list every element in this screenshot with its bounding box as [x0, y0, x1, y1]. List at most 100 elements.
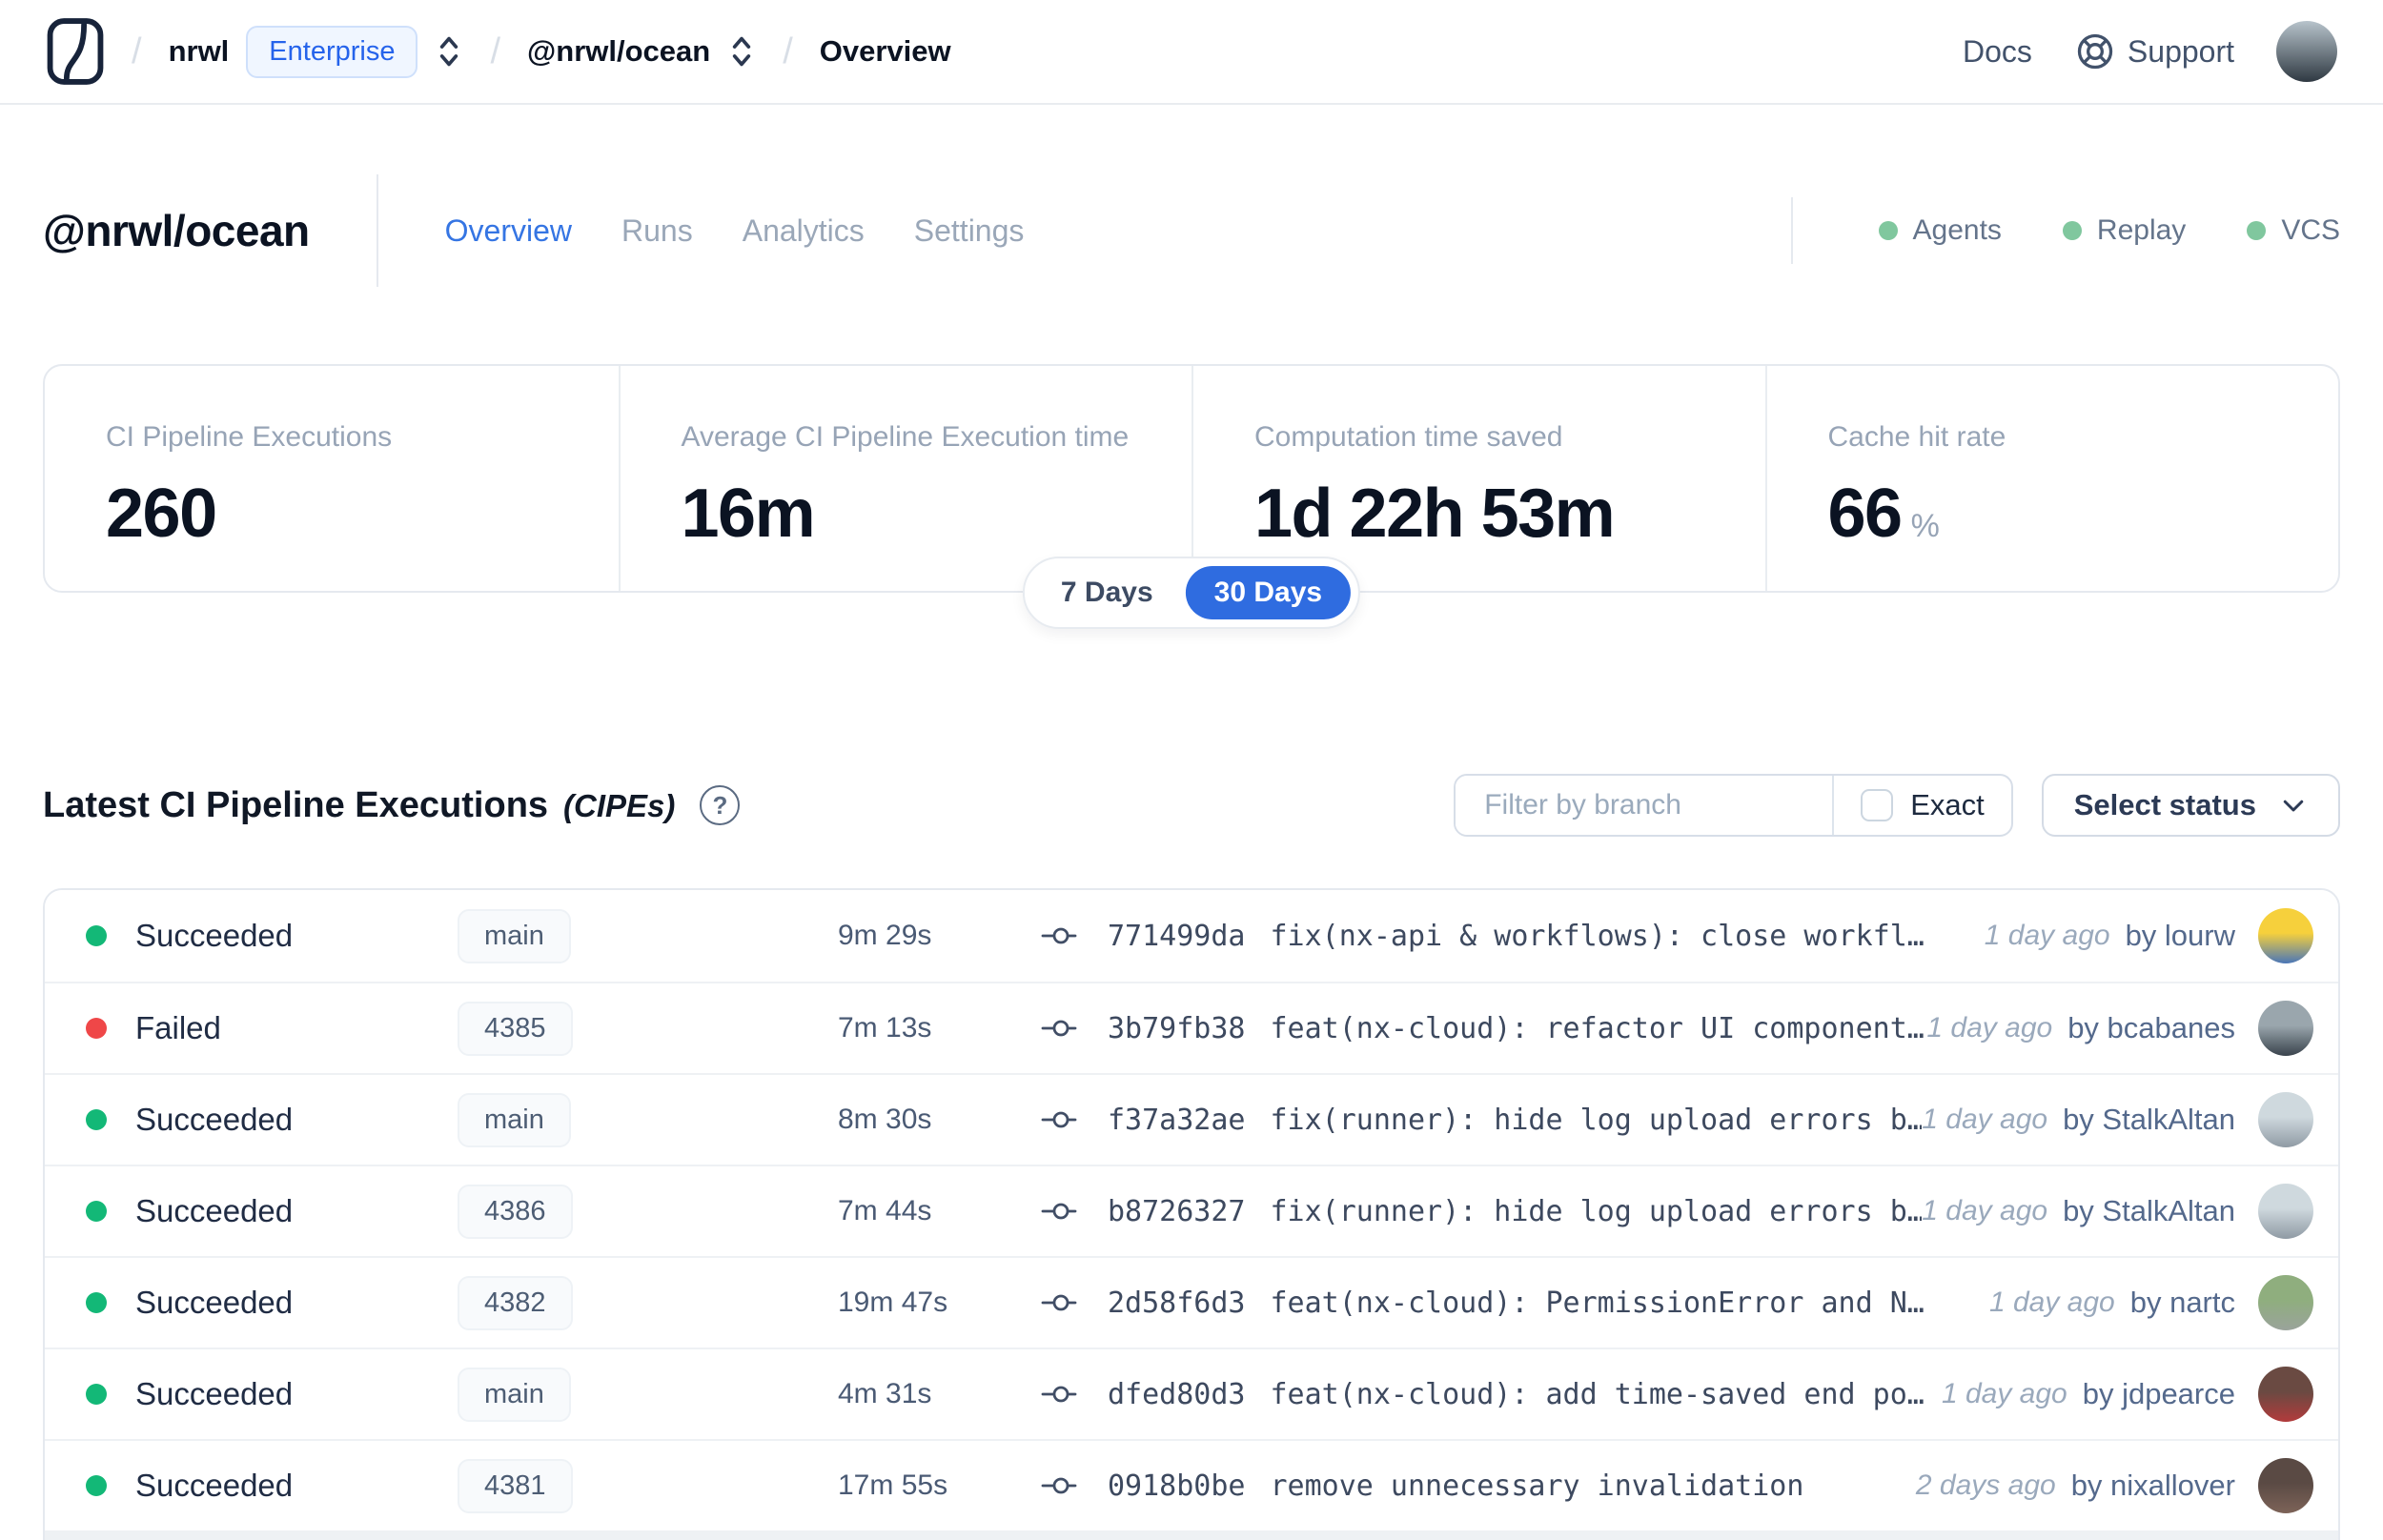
author: by StalkAltan [2063, 1194, 2235, 1227]
table-row[interactable]: Succeeded 4386 7m 44s b8726327 fix(runne… [45, 1165, 2338, 1256]
support-label: Support [2127, 33, 2234, 69]
exact-checkbox[interactable] [1861, 789, 1894, 821]
cipe-table: Succeeded main 9m 29s 771499da fix(nx-ap… [43, 888, 2340, 1540]
author-avatar [2258, 1001, 2313, 1056]
git-commit-icon [1041, 923, 1083, 948]
service-status-group: Agents Replay VCS [1790, 197, 2340, 264]
git-commit-icon [1041, 1107, 1083, 1132]
commit-hash: 771499da [1108, 919, 1246, 953]
workspace-tab[interactable]: Runs [621, 213, 693, 248]
support-link[interactable]: Support [2074, 30, 2234, 72]
status-dot [86, 1018, 107, 1039]
plan-badge[interactable]: Enterprise [246, 25, 418, 78]
cipe-title-sub: (CIPEs) [563, 787, 676, 823]
commit-message: feat(nx-cloud): refactor UI component… [1270, 1011, 1925, 1045]
workspace-tab[interactable]: Overview [444, 213, 573, 248]
status-label: Succeeded [135, 1285, 294, 1320]
branch-cell: 4382 [458, 1275, 838, 1330]
service-status-item[interactable]: VCS [2247, 214, 2340, 247]
breadcrumb-workspace[interactable]: @nrwl/ocean [527, 34, 711, 68]
status-label: Succeeded [135, 1102, 294, 1137]
user-avatar[interactable] [2276, 21, 2337, 82]
stats-section: CI Pipeline Executions 260 Average CI Pi… [43, 364, 2340, 629]
org-switcher-chevrons-icon[interactable] [435, 30, 463, 72]
branch-cell: 4381 [458, 1458, 838, 1513]
service-status-label: Replay [2096, 214, 2187, 246]
commit-cell: f37a32ae fix(runner): hide log upload er… [1041, 1104, 1922, 1137]
git-commit-icon [1041, 1016, 1083, 1041]
time-ago: 1 day ago [1922, 1104, 2048, 1135]
time-ago: 1 day ago [1941, 1378, 2067, 1409]
top-nav: Docs Support [1963, 21, 2337, 82]
stat-label: Average CI Pipeline Execution time [681, 421, 1130, 453]
author: by bcabanes [2067, 1011, 2235, 1044]
table-row[interactable]: Succeeded 4381 17m 55s 0918b0be remove u… [45, 1439, 2338, 1530]
status-cell: Succeeded [86, 1468, 458, 1504]
workspace-tabs: Overview Runs Analytics Settings [445, 213, 1025, 249]
table-row[interactable]: Succeeded main 9m 29s 771499da fix(nx-ap… [45, 890, 2338, 982]
author-avatar [2258, 1367, 2313, 1422]
stat-value: 66% [1828, 475, 2339, 553]
stat-value: 1d 22h 53m [1254, 475, 1765, 553]
branch-cell: 4386 [458, 1184, 838, 1239]
commit-cell: 771499da fix(nx-api & workflows): close … [1041, 920, 1985, 953]
stat-label: Computation time saved [1254, 421, 1563, 453]
help-icon[interactable]: ? [700, 785, 741, 825]
stat-value-number: 16m [681, 476, 816, 552]
chevron-down-icon [2279, 791, 2308, 820]
table-row[interactable]: Succeeded 4382 19m 47s 2d58f6d3 feat(nx-… [45, 1256, 2338, 1348]
docs-link[interactable]: Docs [1963, 34, 2032, 70]
breadcrumb-separator: / [783, 30, 793, 71]
breadcrumb-separator: / [132, 30, 142, 71]
nx-cloud-logo-icon[interactable] [46, 16, 105, 87]
services-divider [1790, 197, 1793, 264]
status-label: Succeeded [135, 1376, 294, 1411]
exact-toggle[interactable]: Exact [1834, 776, 2011, 835]
table-row[interactable]: Succeeded main 8m 30s f37a32ae fix(runne… [45, 1073, 2338, 1165]
breadcrumb: / nrwl Enterprise / @nrwl/ocean / Overvi… [46, 16, 951, 87]
branch-badge: 4382 [458, 1275, 573, 1330]
range-option[interactable]: 30 Days [1185, 566, 1352, 619]
service-status-item[interactable]: Agents [1878, 214, 2002, 247]
workspace-tab[interactable]: Analytics [742, 213, 865, 248]
commit-message: fix(runner): hide log upload errors b… [1270, 1103, 1923, 1137]
commit-cell: 3b79fb38 feat(nx-cloud): refactor UI com… [1041, 1012, 1926, 1045]
time-ago: 1 day ago [1984, 920, 2110, 951]
workspace-title: @nrwl/ocean [43, 206, 310, 255]
table-row[interactable]: Succeeded main 4m 31s dfed80d3 feat(nx-c… [45, 1348, 2338, 1439]
range-toggle: 7 Days 30 Days [1022, 557, 1361, 629]
top-bar: / nrwl Enterprise / @nrwl/ocean / Overvi… [0, 0, 2383, 105]
service-status-item[interactable]: Replay [2062, 214, 2187, 247]
commit-cell: dfed80d3 feat(nx-cloud): add time-saved … [1041, 1378, 1942, 1411]
branch-cell: main [458, 1092, 838, 1147]
branch-filter-input[interactable] [1456, 776, 1833, 835]
stat-value: 260 [106, 475, 619, 553]
filter-divider [1832, 776, 1835, 835]
stat-unit: % [1910, 508, 1940, 544]
git-commit-icon [1041, 1473, 1083, 1498]
branch-cell: 4385 [458, 1001, 838, 1056]
table-next-row-edge [45, 1530, 2338, 1540]
commit-message: remove unnecessary invalidation [1270, 1469, 1804, 1503]
workspace-tab[interactable]: Settings [913, 213, 1025, 248]
stat-card: CI Pipeline Executions 260 [45, 366, 619, 591]
time-ago: 1 day ago [1926, 1012, 2053, 1044]
commit-message: feat(nx-cloud): PermissionError and N… [1270, 1286, 1925, 1320]
workspace-switcher-chevrons-icon[interactable] [727, 30, 756, 72]
author: by nartc [2129, 1286, 2235, 1319]
git-commit-icon [1041, 1290, 1083, 1315]
branch-filter-group: Exact [1454, 774, 2013, 837]
service-status-label: VCS [2281, 214, 2340, 246]
author-avatar [2258, 1458, 2313, 1513]
docs-label: Docs [1963, 33, 2032, 69]
range-option[interactable]: 7 Days [1032, 566, 1182, 619]
commit-cell: b8726327 fix(runner): hide log upload er… [1041, 1195, 1922, 1228]
status-label: Succeeded [135, 1468, 294, 1503]
table-row[interactable]: Failed 4385 7m 13s 3b79fb38 feat(nx-clou… [45, 982, 2338, 1073]
cipe-section-header: Latest CI Pipeline Executions (CIPEs) ? … [43, 774, 2340, 837]
select-status-button[interactable]: Select status [2041, 774, 2340, 837]
branch-badge: main [458, 908, 571, 963]
author: by lourw [2125, 919, 2235, 952]
meta-cell: 1 day ago by lourw [1985, 908, 2313, 963]
breadcrumb-org[interactable]: nrwl [168, 34, 230, 68]
